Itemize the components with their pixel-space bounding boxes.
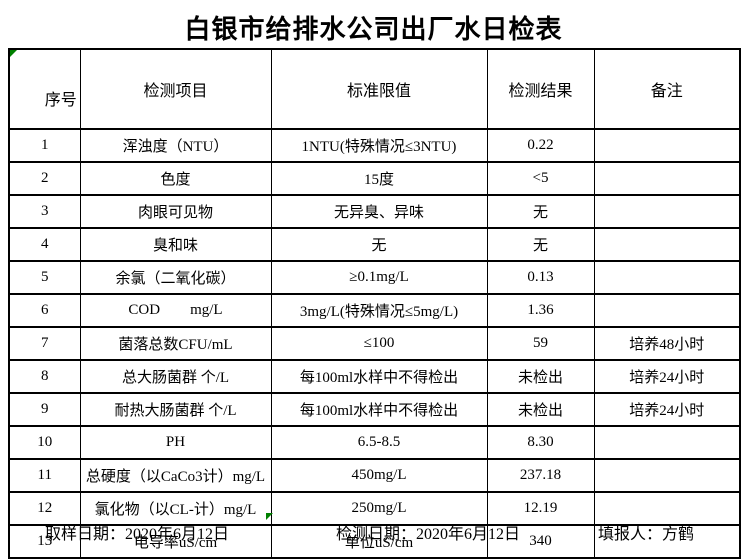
- table-row: 11 总硬度（以CaCo3计）mg/L 450mg/L 237.18: [8, 458, 741, 493]
- header-row: 序号 检测项目 标准限值 检测结果 备注: [8, 48, 741, 130]
- cell-limit: 15度: [270, 161, 488, 196]
- cell-no: 4: [8, 227, 81, 262]
- cell-note: [593, 194, 741, 229]
- table-row: 4 臭和味 无 无: [8, 227, 741, 262]
- cell-no: 6: [8, 293, 81, 328]
- cell-note: [593, 524, 741, 559]
- excel-fill-triangle-icon: [266, 513, 273, 520]
- cell-item: 色度: [79, 161, 272, 196]
- cell-result: 未检出: [486, 359, 595, 394]
- cell-limit: 每100ml水样中不得检出: [270, 392, 488, 427]
- cell-item: COD mg/L: [79, 293, 272, 328]
- cell-no: 7: [8, 326, 81, 361]
- inspection-table: 序号 检测项目 标准限值 检测结果 备注 1 浑浊度（NTU） 1NTU(特殊情…: [8, 48, 741, 559]
- cell-result: 无: [486, 194, 595, 229]
- cell-note: [593, 293, 741, 328]
- cell-item: 浑浊度（NTU）: [79, 128, 272, 163]
- cell-note: [593, 161, 741, 196]
- cell-note: [593, 128, 741, 163]
- sampling-date-label: 取样日期：2020年6月12日: [45, 526, 230, 543]
- cell-note: [593, 458, 741, 493]
- table-row: 1 浑浊度（NTU） 1NTU(特殊情况≤3NTU) 0.22: [8, 128, 741, 163]
- table-row: 5 余氯（二氧化碳） ≥0.1mg/L 0.13: [8, 260, 741, 295]
- cell-no: 9: [8, 392, 81, 427]
- cell-no: 10: [8, 425, 81, 460]
- cell-item: 余氯（二氧化碳）: [79, 260, 272, 295]
- table-row: 2 色度 15度 <5: [8, 161, 741, 196]
- table-body: 1 浑浊度（NTU） 1NTU(特殊情况≤3NTU) 0.22 2 色度 15度…: [8, 128, 741, 559]
- header-cell-limit: 标准限值: [270, 48, 488, 130]
- cell-result: 12.19: [486, 491, 595, 526]
- cell-no: 8: [8, 359, 81, 394]
- cell-result: 无: [486, 227, 595, 262]
- testing-date-label: 检测日期：2020年6月12日: [336, 526, 521, 543]
- table-row: 3 肉眼可见物 无异臭、异味 无: [8, 194, 741, 229]
- cell-limit: 每100ml水样中不得检出: [270, 359, 488, 394]
- cell-item: 肉眼可见物: [79, 194, 272, 229]
- cell-item: 耐热大肠菌群 个/L: [79, 392, 272, 427]
- header-cell-no: 序号: [8, 48, 81, 130]
- cell-note: 培养48小时: [593, 326, 741, 361]
- cell-note: [593, 491, 741, 526]
- table-row: 12 氯化物（以CL-计）mg/L 250mg/L 12.19: [8, 491, 741, 526]
- header-cell-result: 检测结果: [486, 48, 595, 130]
- cell-note: 培养24小时: [593, 359, 741, 394]
- cell-result: 0.13: [486, 260, 595, 295]
- cell-item: 总大肠菌群 个/L: [79, 359, 272, 394]
- cell-result: 59: [486, 326, 595, 361]
- cell-item: 总硬度（以CaCo3计）mg/L: [79, 458, 272, 493]
- reporter-label: 填报人：方鹤: [598, 526, 695, 543]
- cell-limit: 3mg/L(特殊情况≤5mg/L): [270, 293, 488, 328]
- cell-result: 0.22: [486, 128, 595, 163]
- page-title: 白银市给排水公司出厂水日检表: [184, 15, 563, 44]
- cell-result: 8.30: [486, 425, 595, 460]
- table-row: 8 总大肠菌群 个/L 每100ml水样中不得检出 未检出 培养24小时: [8, 359, 741, 394]
- cell-limit: 6.5-8.5: [270, 425, 488, 460]
- table-row: 10 PH 6.5-8.5 8.30: [8, 425, 741, 460]
- cell-no: 5: [8, 260, 81, 295]
- cell-no: 11: [8, 458, 81, 493]
- cell-limit: 无异臭、异味: [270, 194, 488, 229]
- cell-limit: ≤100: [270, 326, 488, 361]
- cell-result: 237.18: [486, 458, 595, 493]
- cell-limit: ≥0.1mg/L: [270, 260, 488, 295]
- cell-item: 菌落总数CFU/mL: [79, 326, 272, 361]
- table-row: 6 COD mg/L 3mg/L(特殊情况≤5mg/L) 1.36: [8, 293, 741, 328]
- cell-limit: 1NTU(特殊情况≤3NTU): [270, 128, 488, 163]
- cell-item: 氯化物（以CL-计）mg/L: [79, 491, 272, 526]
- header-cell-item: 检测项目: [79, 48, 272, 130]
- cell-item: PH: [79, 425, 272, 460]
- cell-note: [593, 227, 741, 262]
- table-row: 9 耐热大肠菌群 个/L 每100ml水样中不得检出 未检出 培养24小时: [8, 392, 741, 427]
- header-cell-note: 备注: [593, 48, 741, 130]
- cell-no: 3: [8, 194, 81, 229]
- table-row: 13 电导率uS/cm 单位uS/cm 340: [8, 524, 741, 559]
- footer: 取样日期：2020年6月12日 检测日期：2020年6月12日 填报人：方鹤: [0, 520, 747, 543]
- cell-note: 培养24小时: [593, 392, 741, 427]
- cell-no: 1: [8, 128, 81, 163]
- cell-note: [593, 260, 741, 295]
- excel-error-triangle-icon: [10, 51, 17, 57]
- cell-result: 1.36: [486, 293, 595, 328]
- cell-item: 电导率uS/cm: [79, 524, 272, 559]
- cell-item: 臭和味: [79, 227, 272, 262]
- cell-limit: 无: [270, 227, 488, 262]
- cell-result: 未检出: [486, 392, 595, 427]
- header-label-no: 序号: [44, 92, 77, 109]
- cell-limit: 450mg/L: [270, 458, 488, 493]
- cell-no: 12: [8, 491, 81, 526]
- cell-result: <5: [486, 161, 595, 196]
- cell-no: 2: [8, 161, 81, 196]
- cell-note: [593, 425, 741, 460]
- table-row: 7 菌落总数CFU/mL ≤100 59 培养48小时: [8, 326, 741, 361]
